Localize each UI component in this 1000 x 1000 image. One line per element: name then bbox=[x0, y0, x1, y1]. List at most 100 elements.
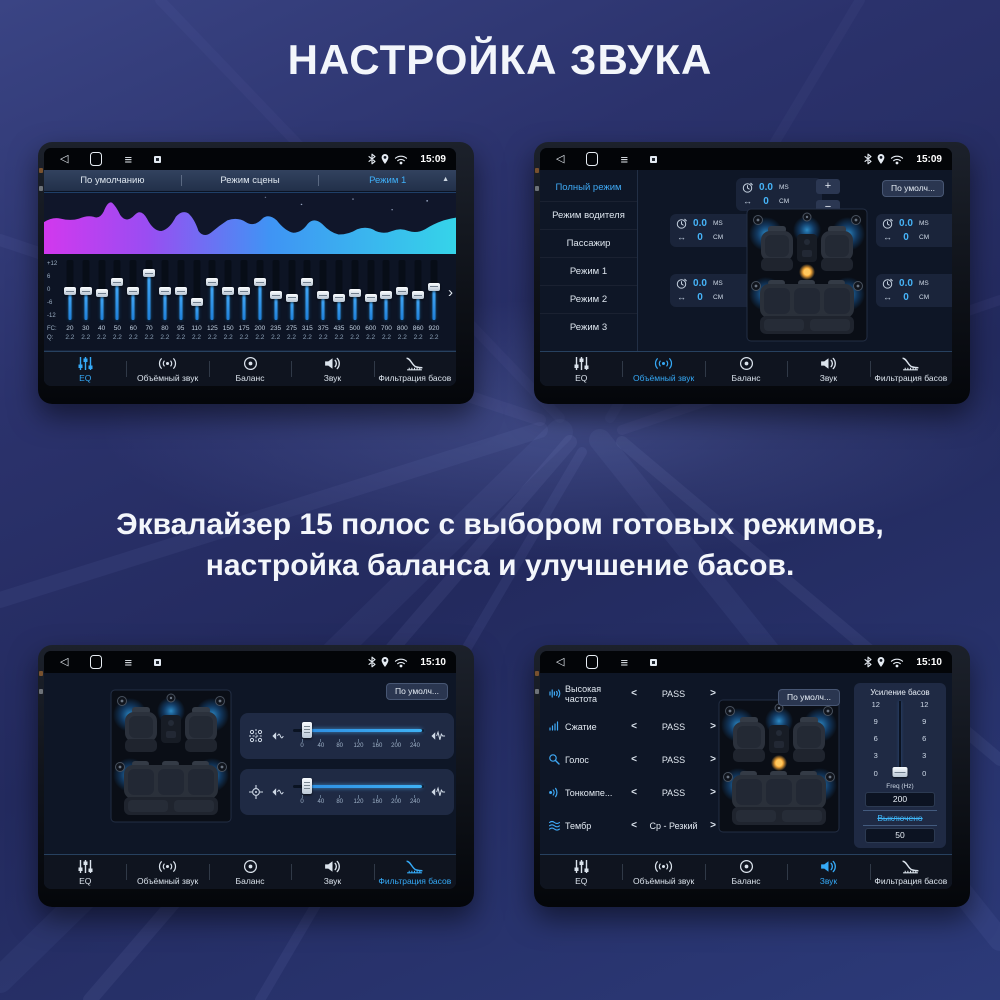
nav-eq[interactable]: EQ bbox=[44, 855, 126, 889]
eq-slider-knob[interactable] bbox=[412, 291, 425, 300]
app-icon[interactable] bbox=[650, 658, 658, 666]
menu-item-mode-3[interactable]: Режим 3 bbox=[540, 313, 637, 341]
eq-band-275[interactable]: 275 2.2 bbox=[284, 258, 300, 342]
menu-item-driver-mode[interactable]: Режим водителя bbox=[540, 201, 637, 229]
eq-slider-knob[interactable] bbox=[174, 287, 187, 295]
eq-band-920[interactable]: 920 2.2 bbox=[426, 258, 442, 342]
slider-knob[interactable] bbox=[302, 722, 312, 738]
nav-bass-filter[interactable]: Фильтрация басов bbox=[869, 352, 952, 386]
home-icon[interactable] bbox=[90, 152, 103, 166]
nav-eq[interactable]: EQ bbox=[540, 352, 622, 386]
home-icon[interactable] bbox=[586, 152, 599, 166]
chevron-right-icon[interactable]: › bbox=[448, 284, 453, 301]
next-icon[interactable]: > bbox=[710, 688, 716, 699]
eq-band-860[interactable]: 860 2.2 bbox=[410, 258, 426, 342]
eq-band-600[interactable]: 600 2.2 bbox=[363, 258, 379, 342]
nav-bass-filter[interactable]: Фильтрация басов bbox=[373, 352, 456, 386]
prev-icon[interactable]: < bbox=[631, 787, 637, 798]
eq-band-30[interactable]: 30 2.2 bbox=[78, 258, 94, 342]
next-icon[interactable]: > bbox=[710, 754, 716, 765]
eq-band-20[interactable]: 20 2.2 bbox=[62, 258, 78, 342]
bass-level-value[interactable]: 50 bbox=[865, 828, 935, 843]
nav-surround[interactable]: Объёмный звук bbox=[126, 855, 208, 889]
eq-slider-knob[interactable] bbox=[79, 287, 92, 295]
eq-band-235[interactable]: 235 2.2 bbox=[268, 258, 284, 342]
default-button[interactable]: По умолч... bbox=[777, 689, 840, 706]
eq-slider-knob[interactable] bbox=[253, 278, 266, 287]
eq-band-200[interactable]: 200 2.2 bbox=[252, 258, 268, 342]
eq-slider-knob[interactable] bbox=[127, 287, 140, 295]
eq-band-70[interactable]: 70 2.2 bbox=[141, 258, 157, 342]
menu-item-mode-2[interactable]: Режим 2 bbox=[540, 285, 637, 313]
bass-boost-state[interactable]: Выключено bbox=[863, 810, 937, 826]
eq-slider-knob[interactable] bbox=[396, 287, 409, 295]
increase-button[interactable]: + bbox=[816, 179, 840, 194]
prev-icon[interactable]: < bbox=[631, 820, 637, 831]
eq-slider-knob[interactable] bbox=[63, 287, 76, 295]
eq-slider-knob[interactable] bbox=[380, 291, 393, 300]
eq-band-60[interactable]: 60 2.2 bbox=[125, 258, 141, 342]
back-icon[interactable]: ◁ bbox=[60, 152, 69, 165]
bass-boost-slider[interactable]: 12 9 6 3 0 12 9 6 3 0 bbox=[860, 699, 940, 779]
eq-slider-knob[interactable] bbox=[332, 293, 345, 302]
tab-default[interactable]: По умолчанию bbox=[80, 175, 145, 186]
back-icon[interactable]: ◁ bbox=[556, 655, 565, 668]
tab-scene-mode[interactable]: Режим сцены bbox=[220, 175, 280, 186]
setting-loudness[interactable]: Тонкомпе... < PASS > bbox=[548, 776, 718, 809]
nav-sound[interactable]: Звук bbox=[291, 352, 373, 386]
eq-slider-knob[interactable] bbox=[301, 278, 314, 287]
nav-balance[interactable]: Баланс bbox=[208, 352, 291, 386]
setting-timbre[interactable]: Тембр < Ср - Резкий > bbox=[548, 809, 718, 842]
eq-band-95[interactable]: 95 2.2 bbox=[173, 258, 189, 342]
eq-slider-knob[interactable] bbox=[111, 278, 124, 287]
eq-band-50[interactable]: 50 2.2 bbox=[109, 258, 125, 342]
eq-slider-knob[interactable] bbox=[348, 289, 361, 298]
nav-eq[interactable]: EQ bbox=[540, 855, 622, 889]
next-icon[interactable]: > bbox=[710, 721, 716, 732]
home-icon[interactable] bbox=[586, 655, 599, 669]
menu-icon[interactable]: ≡ bbox=[620, 151, 629, 167]
menu-icon[interactable]: ≡ bbox=[124, 151, 133, 167]
nav-surround[interactable]: Объёмный звук bbox=[622, 352, 704, 386]
app-icon[interactable] bbox=[154, 658, 162, 666]
eq-band-700[interactable]: 700 2.2 bbox=[379, 258, 395, 342]
nav-surround[interactable]: Объёмный звук bbox=[126, 352, 208, 386]
eq-band-40[interactable]: 40 2.2 bbox=[94, 258, 110, 342]
delay-chip-rear-left[interactable]: 0.0 MS ↔ 0 CM bbox=[670, 274, 756, 307]
eq-slider-knob[interactable] bbox=[269, 291, 282, 300]
nav-bass-filter[interactable]: Фильтрация басов bbox=[869, 855, 952, 889]
menu-item-full-mode[interactable]: Полный режим bbox=[555, 182, 622, 193]
eq-slider-knob[interactable] bbox=[206, 278, 219, 287]
menu-icon[interactable]: ≡ bbox=[124, 654, 133, 670]
delay-chip-center[interactable]: 0.0 MS ↔ 0 CM bbox=[736, 178, 822, 211]
home-icon[interactable] bbox=[90, 655, 103, 669]
setting-high-frequency[interactable]: Высокая частота < PASS > bbox=[548, 677, 718, 710]
chevron-up-icon[interactable]: ▲ bbox=[442, 176, 449, 183]
app-icon[interactable] bbox=[650, 155, 658, 163]
eq-band-315[interactable]: 315 2.2 bbox=[299, 258, 315, 342]
app-icon[interactable] bbox=[154, 155, 162, 163]
slider-knob[interactable] bbox=[892, 767, 908, 777]
eq-slider-knob[interactable] bbox=[427, 282, 440, 291]
next-icon[interactable]: > bbox=[710, 787, 716, 798]
nav-eq[interactable]: EQ bbox=[44, 352, 126, 386]
nav-balance[interactable]: Баланс bbox=[704, 855, 787, 889]
prev-icon[interactable]: < bbox=[631, 754, 637, 765]
next-icon[interactable]: > bbox=[710, 820, 716, 831]
eq-slider-knob[interactable] bbox=[285, 293, 298, 302]
tab-mode-1[interactable]: Режим 1 bbox=[369, 175, 407, 186]
eq-band-110[interactable]: 110 2.2 bbox=[189, 258, 205, 342]
setting-compression[interactable]: Сжатие < PASS > bbox=[548, 710, 718, 743]
default-button[interactable]: По умолч... bbox=[385, 683, 448, 700]
nav-bass-filter[interactable]: Фильтрация басов bbox=[373, 855, 456, 889]
eq-slider-knob[interactable] bbox=[317, 291, 330, 300]
eq-slider-knob[interactable] bbox=[364, 293, 377, 302]
default-button[interactable]: По умолч... bbox=[881, 180, 944, 197]
delay-chip-front-right[interactable]: 0.0 MS ↔ 0 CM bbox=[876, 214, 952, 247]
eq-band-435[interactable]: 435 2.2 bbox=[331, 258, 347, 342]
delay-chip-front-left[interactable]: 0.0 MS ↔ 0 CM bbox=[670, 214, 756, 247]
eq-band-150[interactable]: 150 2.2 bbox=[220, 258, 236, 342]
eq-slider-knob[interactable] bbox=[158, 287, 171, 295]
nav-balance[interactable]: Баланс bbox=[208, 855, 291, 889]
eq-band-800[interactable]: 800 2.2 bbox=[394, 258, 410, 342]
